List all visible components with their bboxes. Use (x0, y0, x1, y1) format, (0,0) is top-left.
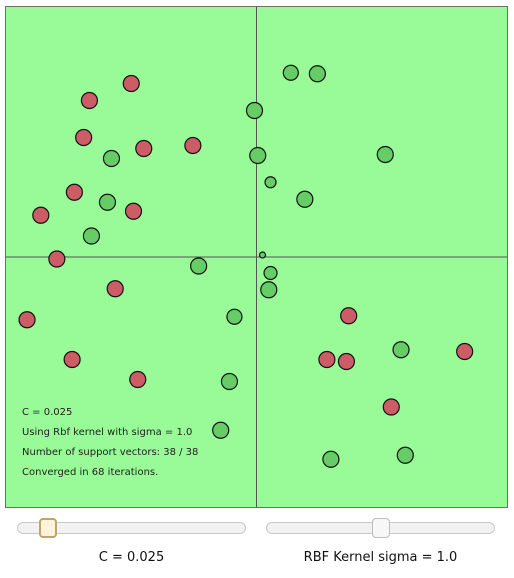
info-iterations: Converged in 68 iterations. (22, 467, 159, 478)
sigma-slider[interactable] (266, 518, 495, 538)
info-c-value: C = 0.025 (22, 407, 73, 418)
negative-data-point[interactable] (337, 352, 356, 371)
positive-data-point[interactable] (212, 421, 230, 439)
negative-data-point[interactable] (80, 91, 99, 110)
positive-data-point[interactable] (226, 308, 243, 325)
negative-data-point[interactable] (106, 280, 124, 298)
positive-data-point[interactable] (260, 281, 278, 299)
c-slider[interactable] (17, 518, 246, 538)
positive-data-point[interactable] (263, 265, 278, 281)
positive-data-point[interactable] (98, 193, 117, 211)
negative-data-point[interactable] (340, 307, 358, 325)
negative-data-point[interactable] (48, 250, 66, 268)
negative-data-point[interactable] (318, 350, 336, 369)
positive-data-point[interactable] (102, 149, 121, 168)
positive-data-point[interactable] (396, 446, 414, 464)
positive-data-point[interactable] (282, 64, 299, 81)
positive-data-point[interactable] (296, 190, 314, 208)
positive-data-point[interactable] (264, 176, 277, 189)
positive-data-point[interactable] (258, 251, 267, 259)
sigma-slider-thumb[interactable] (372, 518, 390, 538)
c-label: C = 0.025 (98, 550, 165, 565)
negative-data-point[interactable] (456, 342, 474, 361)
negative-data-point[interactable] (75, 128, 93, 147)
positive-data-point[interactable] (392, 341, 410, 359)
negative-data-point[interactable] (129, 370, 147, 389)
c-slider-thumb[interactable] (39, 518, 57, 538)
negative-data-point[interactable] (124, 202, 143, 220)
negative-data-point[interactable] (18, 311, 36, 329)
info-kernel: Using Rbf kernel with sigma = 1.0 (22, 427, 193, 438)
svm-plot-svg[interactable] (6, 7, 507, 507)
negative-data-point[interactable] (184, 136, 202, 155)
negative-data-point[interactable] (135, 139, 153, 158)
positive-data-point[interactable] (190, 257, 208, 275)
svm-plot-canvas[interactable]: C = 0.025 Using Rbf kernel with sigma = … (5, 6, 508, 508)
positive-data-point[interactable] (220, 372, 239, 391)
positive-data-point[interactable] (245, 101, 264, 120)
negative-data-point[interactable] (122, 74, 140, 93)
negative-data-point[interactable] (65, 183, 83, 201)
info-support-vectors: Number of support vectors: 38 / 38 (22, 447, 199, 458)
positive-data-point[interactable] (308, 65, 326, 83)
negative-data-point[interactable] (32, 206, 50, 224)
negative-data-point[interactable] (63, 350, 81, 369)
sigma-label: RBF Kernel sigma = 1.0 (303, 550, 458, 565)
positive-data-point[interactable] (82, 227, 101, 245)
negative-data-point[interactable] (382, 398, 400, 416)
positive-data-point[interactable] (249, 146, 267, 165)
positive-data-point[interactable] (376, 145, 394, 164)
positive-data-point[interactable] (322, 450, 340, 468)
